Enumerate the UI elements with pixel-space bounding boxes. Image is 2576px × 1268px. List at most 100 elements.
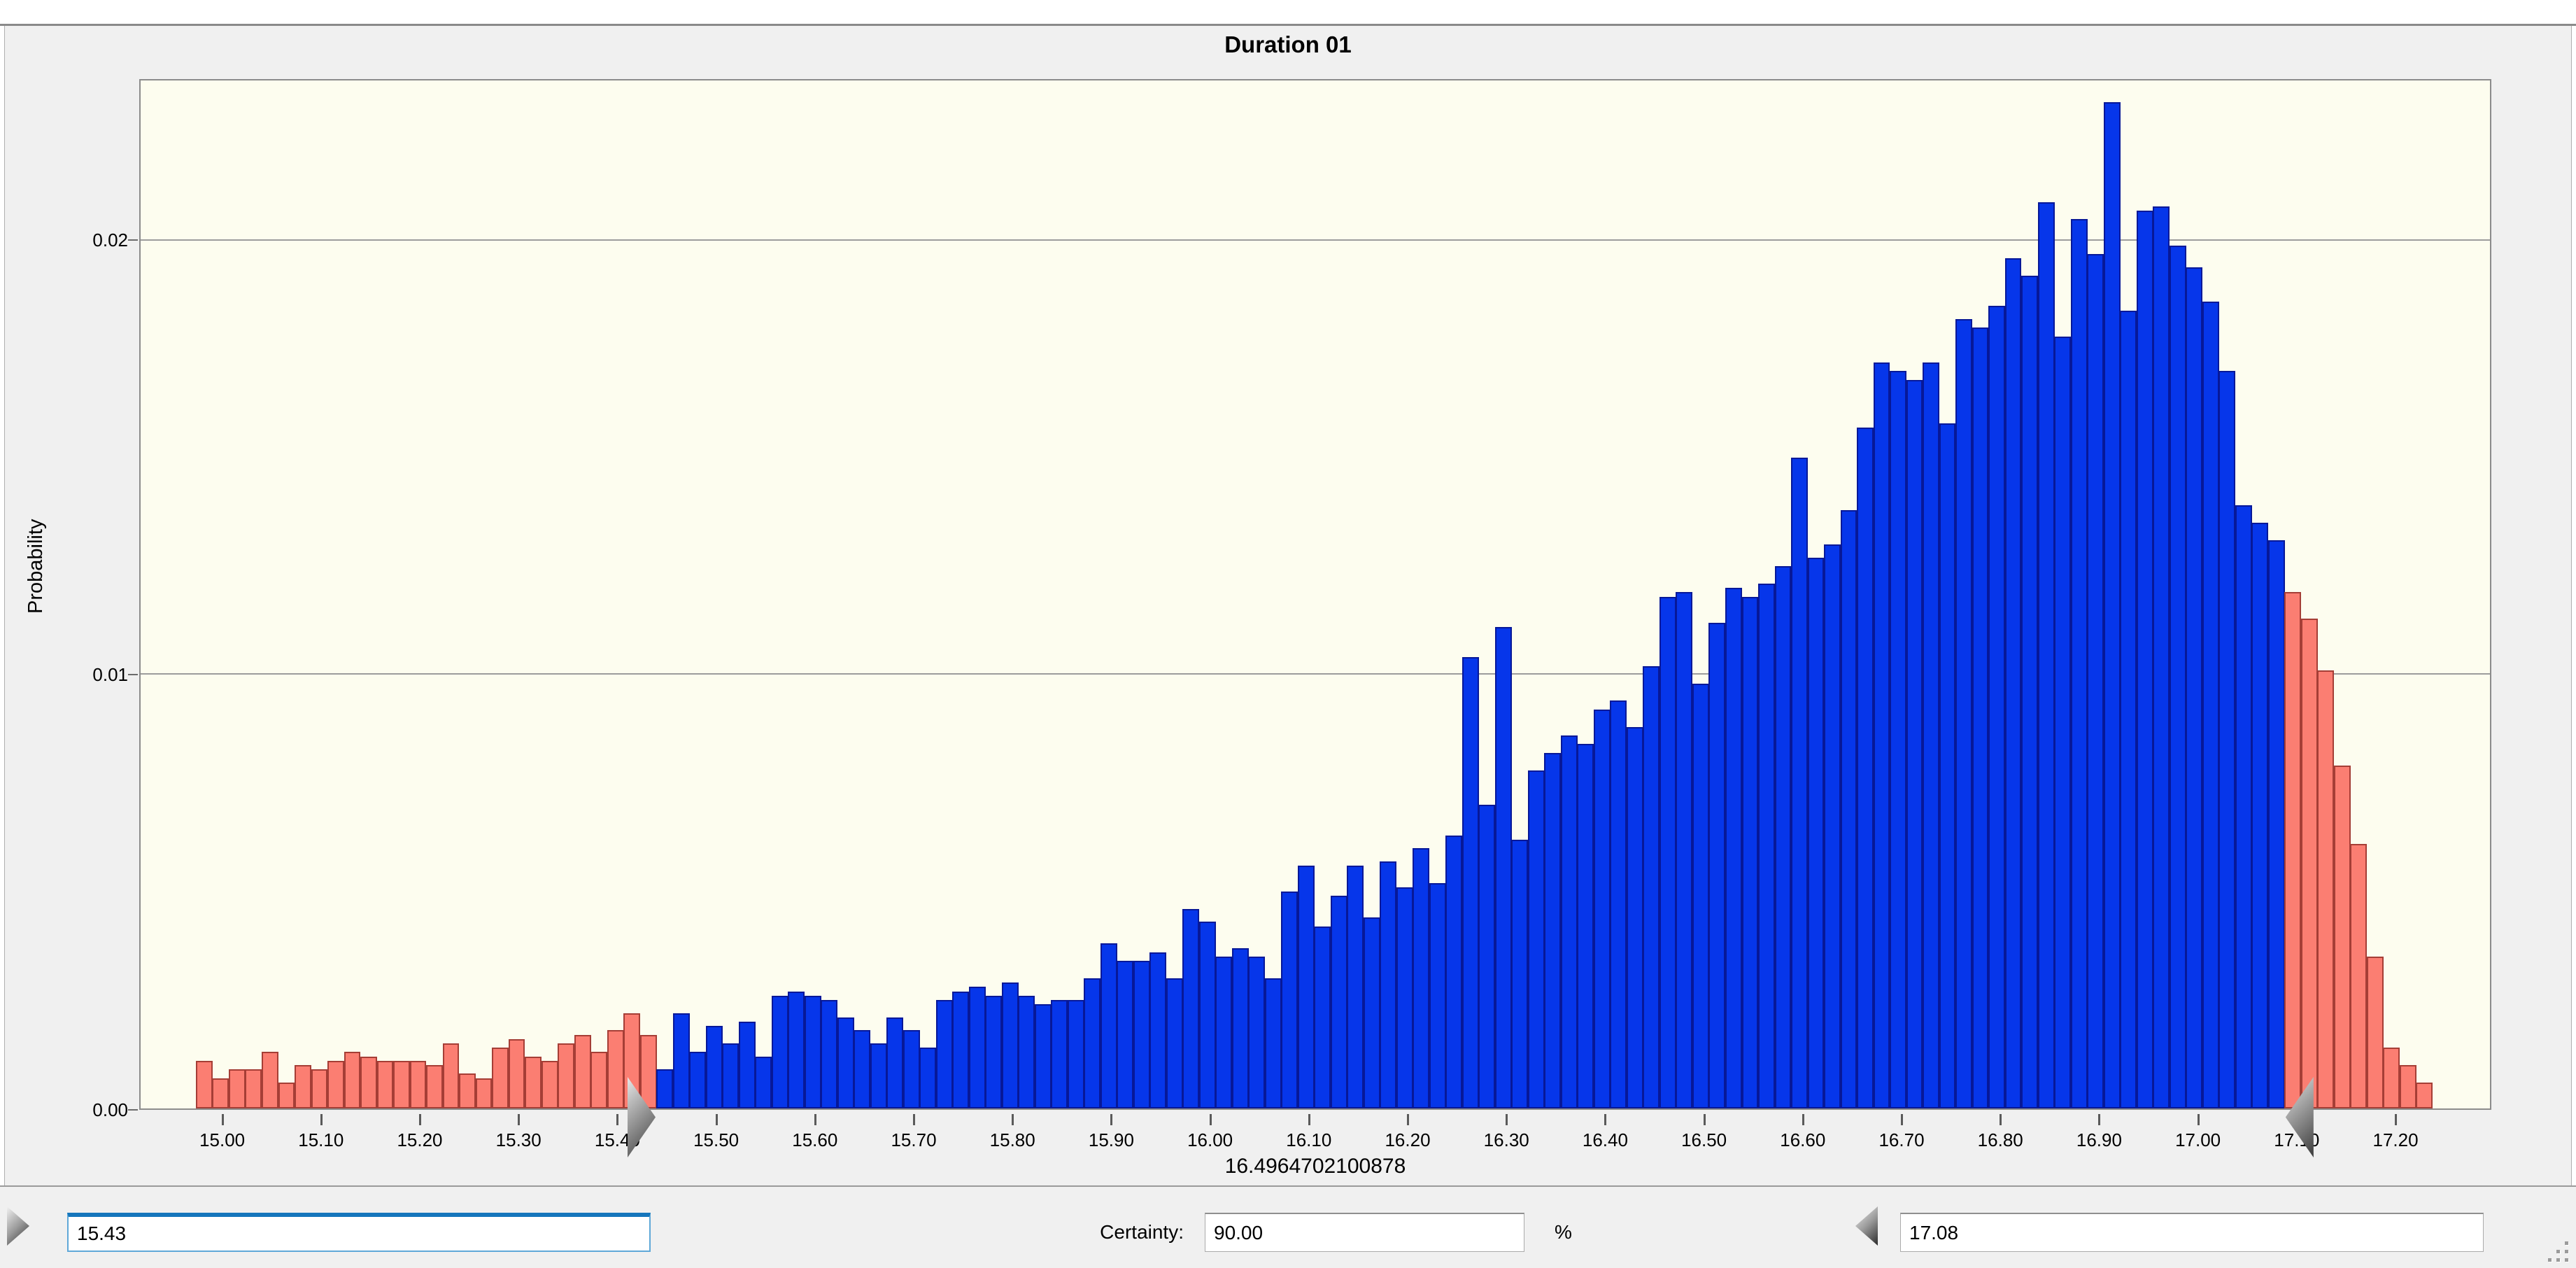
histogram-bar [2037,202,2055,1108]
histogram-bar [2070,219,2088,1108]
x-tick-mark [1703,1114,1706,1125]
histogram-bar [672,1013,690,1108]
histogram-bar [788,991,805,1108]
histogram-bar [1840,509,1857,1108]
resize-grip-icon[interactable] [2548,1241,2569,1262]
histogram-bar [426,1065,443,1108]
histogram-bar [919,1048,937,1108]
histogram-bar [2366,957,2384,1108]
histogram-bar [1248,957,1266,1108]
histogram-bar [1413,848,1430,1108]
x-tick-label: 15.70 [891,1129,937,1150]
histogram-bar [1396,887,1413,1108]
histogram-bar [935,1000,953,1108]
x-tick-mark [1110,1114,1113,1125]
x-tick-label: 16.40 [1582,1129,1628,1150]
histogram-bar [2267,540,2285,1108]
histogram-bar [2054,336,2071,1108]
x-tick-mark [2395,1114,2398,1125]
histogram-bar [1643,665,1660,1108]
x-tick-label: 15.20 [397,1129,443,1150]
histogram-bar [755,1056,772,1108]
x-tick-label: 17.20 [2372,1129,2419,1150]
x-tick-label: 16.20 [1385,1129,1431,1150]
histogram-bar [360,1056,377,1108]
x-tick-label: 15.00 [199,1129,246,1150]
histogram-bar [590,1052,608,1108]
histogram-bar [1873,362,1890,1108]
histogram-bar [2153,206,2170,1108]
x-tick-label: 16.60 [1780,1129,1826,1150]
histogram-bar [2218,371,2236,1108]
x-tick-mark [1012,1114,1014,1125]
histogram-bar [1215,957,1233,1108]
x-tick-label: 15.90 [1088,1129,1134,1150]
histogram-bar [1133,961,1150,1108]
histogram-bar [1626,726,1643,1108]
histogram-bar [2120,310,2137,1108]
max-grabber-arrow-icon[interactable] [1855,1206,1878,1246]
x-tick-mark [616,1114,619,1125]
x-tick-mark [814,1114,816,1125]
y-tick-mark [128,1109,138,1111]
y-tick-mark [128,239,138,241]
histogram-bar [1149,952,1167,1108]
percent-label: % [1555,1221,1572,1243]
histogram-bar [1857,427,1874,1108]
histogram-bar [1923,362,1939,1108]
histogram-bar [1511,839,1529,1108]
histogram-bar [952,991,970,1108]
y-gridline [141,673,2490,675]
histogram-bar [212,1078,229,1108]
histogram-bar [968,987,986,1108]
histogram-bar [1198,922,1216,1108]
histogram-bar [525,1056,542,1108]
histogram-bar [327,1060,344,1108]
x-tick-label: 15.80 [989,1129,1035,1150]
histogram-bar [2021,275,2038,1108]
x-tick-mark [419,1114,421,1125]
histogram-bar [639,1034,657,1108]
histogram-bar [2284,592,2302,1108]
histogram-bar [689,1052,707,1108]
histogram-bar [854,1030,871,1108]
histogram-bar [475,1078,493,1108]
min-grabber-arrow-icon[interactable] [7,1206,29,1246]
window-top-strip [0,0,2576,24]
histogram-bar [1610,700,1627,1108]
histogram-bar [1018,995,1035,1108]
histogram-bar [837,1017,854,1108]
histogram-bar [771,995,788,1108]
histogram-bar [607,1030,624,1108]
x-tick-label: 15.60 [792,1129,838,1150]
histogram-bar [870,1043,887,1108]
histogram-bar [1034,1004,1052,1108]
x-tick-mark [1407,1114,1410,1125]
histogram-bar [1429,882,1446,1108]
histogram-bar [1593,709,1611,1108]
histogram-bar [228,1069,246,1108]
histogram-bar [1527,770,1545,1108]
histogram-bar [1264,978,1282,1108]
x-tick-mark [2098,1114,2101,1125]
histogram-bar [1297,865,1315,1108]
histogram-bar [1100,943,1117,1108]
histogram-bar [2317,670,2335,1108]
histogram-bar [1314,926,1331,1108]
x-tick-label: 16.70 [1878,1129,1925,1150]
certainty-input[interactable] [1205,1213,1524,1252]
histogram-bar [1791,458,1808,1108]
panel-border [0,24,2576,26]
histogram-bar [295,1065,311,1108]
x-tick-label: 16.00 [1187,1129,1233,1150]
histogram-bar [1692,683,1709,1108]
histogram-bar [2087,253,2104,1108]
histogram-bar [2333,766,2351,1108]
range-min-input[interactable] [67,1213,651,1252]
x-tick-mark [1209,1114,1212,1125]
x-tick-mark [715,1114,718,1125]
histogram-bar [2399,1065,2416,1108]
y-tick-label: 0.00 [92,1099,128,1120]
range-max-input[interactable] [1900,1213,2484,1252]
